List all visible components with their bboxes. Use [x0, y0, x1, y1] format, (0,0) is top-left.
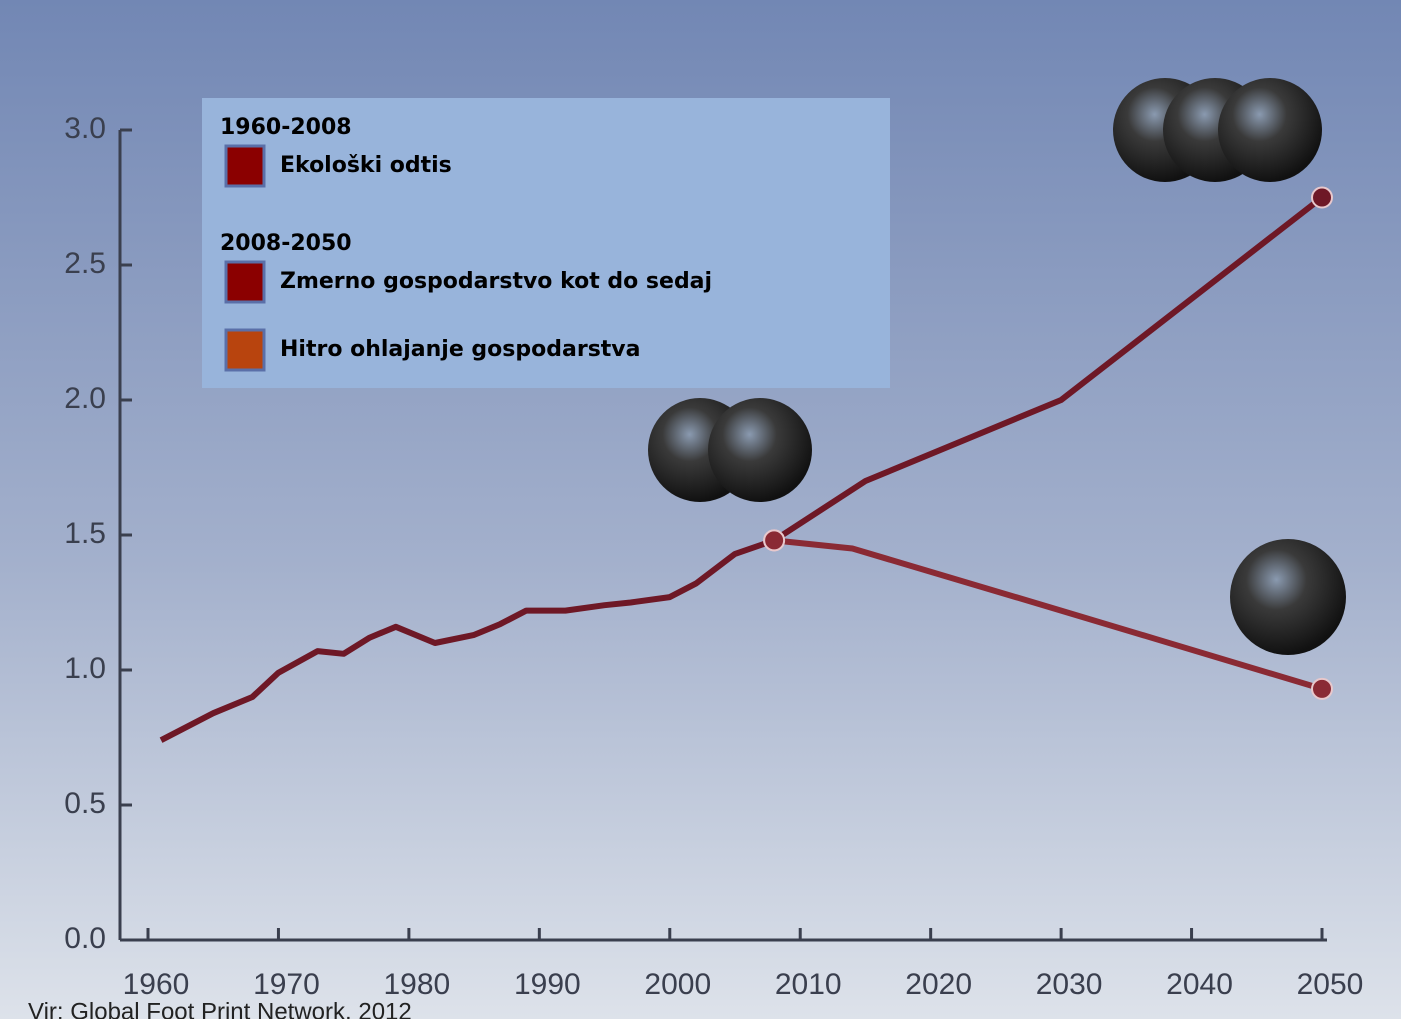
x-tick-label: 2030	[1036, 968, 1103, 1001]
point	[1311, 677, 1333, 700]
x-tick-label: 1970	[253, 968, 320, 1001]
x-tick-label: 1980	[384, 968, 451, 1001]
legend-swatch	[224, 144, 266, 188]
legend-label: Zmerno gospodarstvo kot do sedaj	[280, 269, 712, 294]
legend-label: Ekološki odtis	[280, 153, 452, 178]
x-tick-label: 1960	[123, 968, 190, 1001]
x-tick-label: 2050	[1297, 968, 1364, 1001]
legend-label: Hitro ohlajanje gospodarstva	[280, 337, 641, 362]
y-tick-label: 2.0	[64, 382, 106, 415]
y-tick-label: 1.5	[64, 517, 106, 550]
x-tick-label: 2000	[644, 968, 711, 1001]
globes	[648, 78, 1346, 655]
point	[1311, 186, 1333, 209]
legend-heading: 2008-2050	[220, 231, 352, 256]
y-tick-label: 0.0	[64, 922, 106, 955]
legend-swatch	[224, 328, 266, 372]
y-tick-label: 2.5	[64, 247, 106, 280]
legend-swatch	[224, 260, 266, 304]
globe	[708, 398, 812, 502]
x-tick-label: 1990	[514, 968, 581, 1001]
x-tick-label: 2020	[905, 968, 972, 1001]
series-line	[159, 537, 776, 743]
globe	[1218, 78, 1322, 182]
legend-heading: 1960-2008	[220, 115, 352, 140]
series-line	[773, 537, 1323, 692]
x-tick-label: 2040	[1166, 968, 1233, 1001]
legend-box	[202, 98, 890, 388]
point	[763, 529, 786, 552]
series-line	[772, 195, 1324, 543]
source-note: Vir: Global Foot Print Network, 2012	[28, 998, 412, 1019]
x-tick-label: 2010	[775, 968, 842, 1001]
y-tick-label: 3.0	[64, 112, 106, 145]
globe	[1230, 539, 1346, 655]
y-tick-label: 1.0	[64, 652, 106, 685]
y-tick-label: 0.5	[64, 787, 106, 820]
